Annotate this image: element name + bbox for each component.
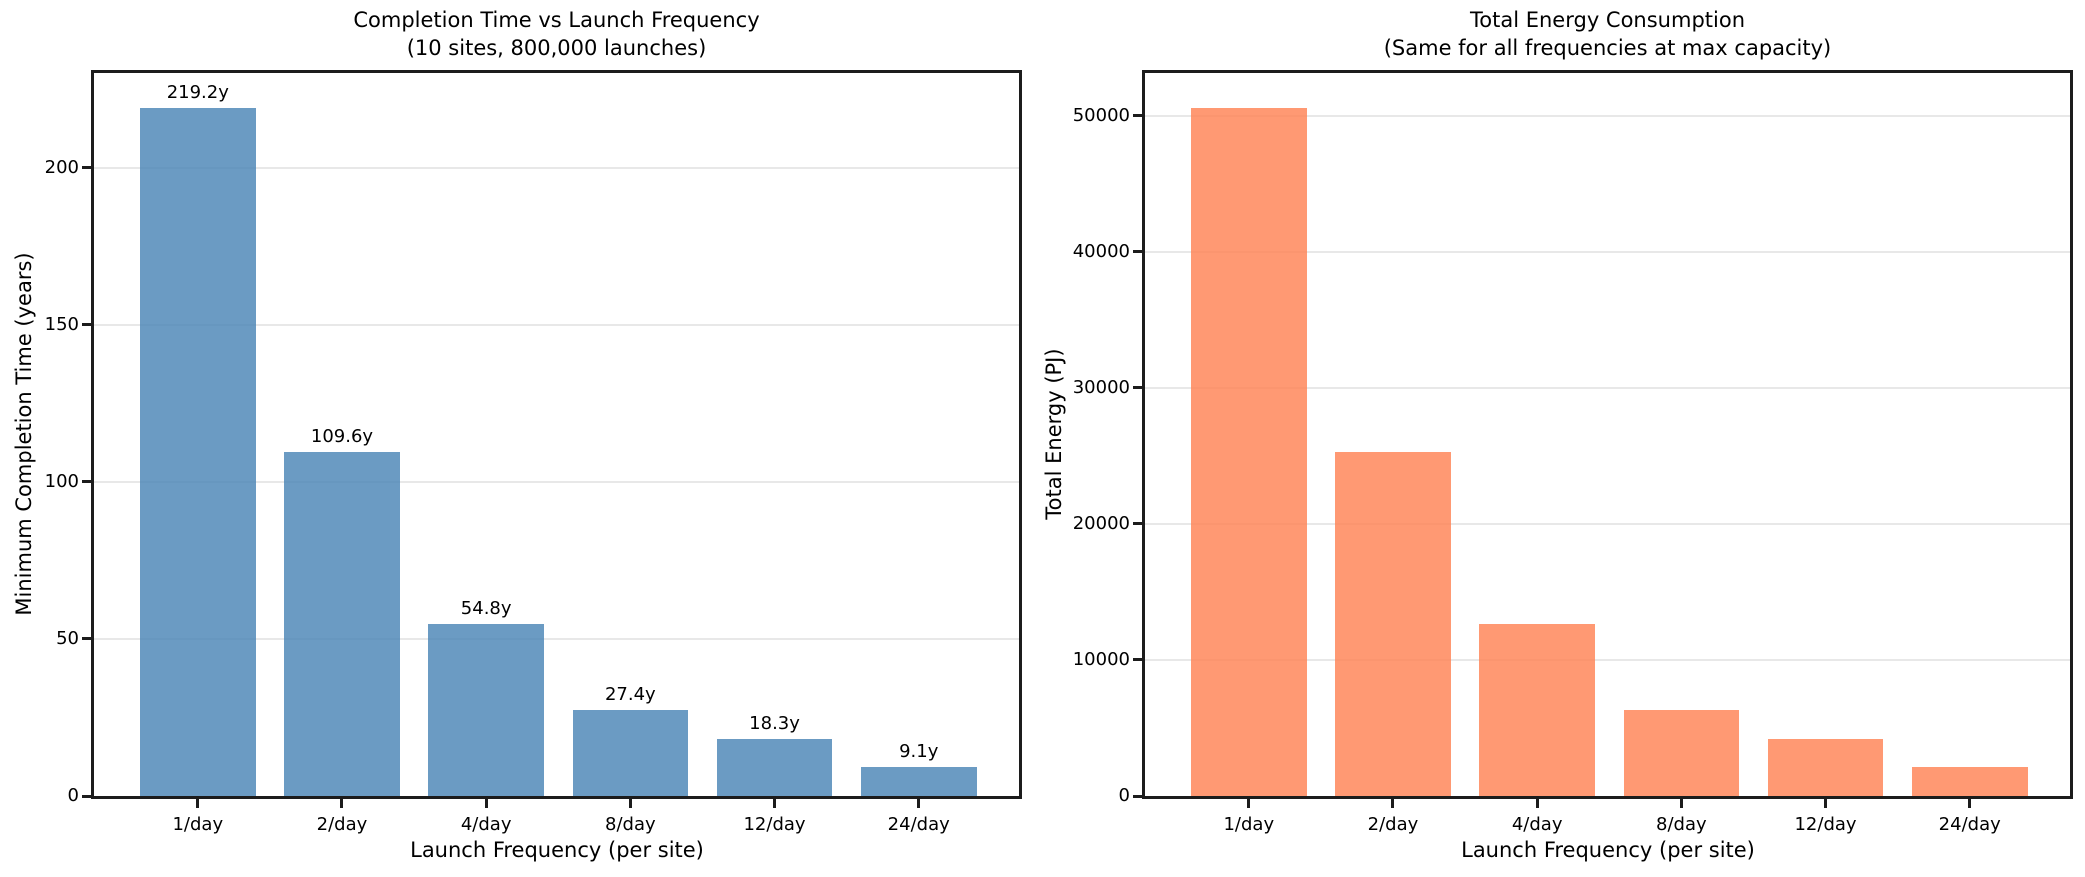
y-tick-label: 40000 bbox=[1072, 240, 1130, 262]
bar-1-day bbox=[1190, 107, 1307, 796]
plot-inner: 219.2y 109.6y 54.8y 27.4y 18.3y 9.1y bbox=[94, 73, 1019, 796]
chart-title: Completion Time vs Launch Frequency bbox=[353, 8, 760, 32]
y-tick-label: 20000 bbox=[1072, 512, 1130, 534]
bar-8-day bbox=[1623, 709, 1740, 796]
x-tick bbox=[340, 799, 344, 808]
plot-area: 219.2y 109.6y 54.8y 27.4y 18.3y 9.1y 0 50 100 15… bbox=[45, 70, 1022, 835]
y-tick-label: 150 bbox=[44, 313, 79, 335]
bar-8-day bbox=[572, 709, 689, 796]
x-tick bbox=[628, 799, 632, 808]
gridline bbox=[94, 166, 1019, 169]
x-tick-label: 1/day bbox=[1223, 814, 1275, 835]
x-tick-label: 4/day bbox=[460, 814, 512, 835]
y-tick-label: 10000 bbox=[1072, 648, 1130, 670]
chart-title-block: Total Energy Consumption (Same for all f… bbox=[1142, 6, 2073, 62]
y-tick bbox=[1133, 522, 1142, 526]
y-tick-label: 50000 bbox=[1072, 104, 1130, 126]
y-tick bbox=[1133, 386, 1142, 390]
x-tick-label: 8/day bbox=[605, 814, 656, 835]
x-tick bbox=[484, 799, 488, 808]
bar-4-day bbox=[1479, 623, 1595, 796]
y-tick-label: 100 bbox=[44, 470, 79, 492]
bar-24-day bbox=[860, 767, 977, 796]
bar-value-label: 54.8y bbox=[460, 597, 512, 619]
x-tick-label: 1/day bbox=[172, 814, 224, 835]
y-tick bbox=[1133, 794, 1142, 798]
bar-2-day bbox=[1335, 451, 1451, 796]
x-axis-label: Launch Frequency (per site) bbox=[410, 838, 704, 862]
y-tick bbox=[82, 637, 91, 641]
x-axis-label: Launch Frequency (per site) bbox=[1461, 838, 1755, 862]
gridline bbox=[1145, 114, 2070, 117]
x-tick bbox=[1679, 799, 1683, 808]
tick-layer: 0 10000 20000 30000 40000 50000 1/day 2/day 4/da… bbox=[1073, 73, 2070, 835]
x-tick bbox=[1968, 799, 1972, 808]
x-tick bbox=[773, 799, 777, 808]
y-tick-label: 0 bbox=[1118, 785, 1130, 806]
bar-12-day bbox=[716, 738, 833, 796]
x-tick-label: 12/day bbox=[743, 814, 806, 835]
gridline bbox=[94, 637, 1019, 640]
x-tick-label: 12/day bbox=[1794, 814, 1857, 835]
bar-value-label: 109.6y bbox=[310, 425, 374, 447]
x-tick bbox=[1391, 799, 1395, 808]
y-axis-label: Minimum Completion Time (years) bbox=[12, 252, 36, 616]
bar-12-day bbox=[1767, 738, 1884, 796]
gridline bbox=[1145, 522, 2070, 525]
bar-4-day bbox=[428, 623, 544, 796]
y-tick bbox=[1133, 114, 1142, 118]
bar-value-label: 27.4y bbox=[604, 683, 656, 705]
x-tick-label: 24/day bbox=[1938, 814, 2001, 835]
plot-inner bbox=[1145, 73, 2070, 796]
x-tick-label: 4/day bbox=[1511, 814, 1563, 835]
x-tick-label: 2/day bbox=[1367, 814, 1419, 835]
gridline bbox=[94, 323, 1019, 326]
x-tick-label: 8/day bbox=[1656, 814, 1707, 835]
x-tick bbox=[1535, 799, 1539, 808]
y-tick-label: 30000 bbox=[1072, 376, 1130, 398]
y-tick bbox=[82, 166, 91, 170]
gridline bbox=[1145, 250, 2070, 253]
axes-frame bbox=[91, 70, 1022, 799]
bar-24-day bbox=[1911, 767, 2028, 796]
x-tick bbox=[1247, 799, 1251, 808]
chart-subtitle: (10 sites, 800,000 launches) bbox=[406, 36, 707, 60]
y-tick bbox=[82, 794, 91, 798]
bar-1-day bbox=[139, 107, 256, 796]
x-tick bbox=[917, 799, 921, 808]
x-tick bbox=[196, 799, 200, 808]
y-tick-label: 200 bbox=[44, 156, 79, 178]
plot-area: 0 10000 20000 30000 40000 50000 1/day 2/day 4/da… bbox=[1073, 70, 2073, 835]
y-tick bbox=[82, 480, 91, 484]
gridline bbox=[1145, 386, 2070, 389]
y-tick bbox=[1133, 658, 1142, 662]
tick-layer: 0 50 100 150 200 1/day 2/day 4/day 8/day 12/day 24… bbox=[45, 73, 1019, 835]
axes-frame bbox=[1142, 70, 2073, 799]
x-tick bbox=[1824, 799, 1828, 808]
gridline bbox=[1145, 658, 2070, 661]
gridline bbox=[94, 480, 1019, 483]
x-tick-label: 24/day bbox=[887, 814, 950, 835]
bar-value-label: 219.2y bbox=[166, 81, 229, 103]
bar-value-label: 18.3y bbox=[749, 712, 800, 734]
chart-subtitle: (Same for all frequencies at max capacit… bbox=[1383, 36, 1832, 60]
bar-value-label: 9.1y bbox=[899, 741, 939, 763]
chart-title-block: Completion Time vs Launch Frequency (10 … bbox=[91, 6, 1022, 62]
chart-title: Total Energy Consumption bbox=[1470, 8, 1745, 32]
bar-2-day bbox=[284, 451, 400, 796]
x-tick-label: 2/day bbox=[316, 814, 368, 835]
y-tick bbox=[82, 323, 91, 327]
y-tick-label: 50 bbox=[56, 627, 79, 649]
y-tick-label: 0 bbox=[67, 785, 79, 806]
y-tick bbox=[1133, 250, 1142, 254]
